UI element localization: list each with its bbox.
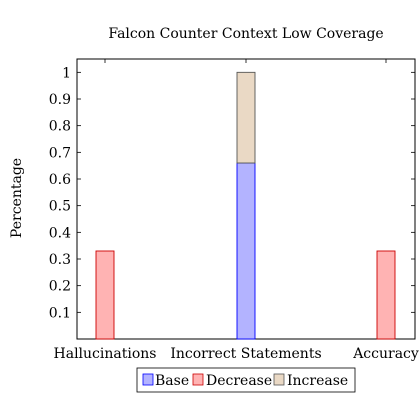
chart-title: Falcon Counter Context Low Coverage [108,26,383,42]
x-tick-label: Incorrect Statements [170,346,321,362]
y-tick-label: 0.6 [49,172,71,188]
y-tick-label: 0.7 [49,145,71,161]
legend-box [136,367,356,393]
legend-label-decrease: Decrease [206,373,272,389]
y-tick-label: 0.2 [49,279,71,295]
y-axis-label: Percentage [9,158,25,238]
y-tick-label: 1 [62,65,71,81]
x-tick-label: Accuracy [352,346,419,362]
plot-area: 0.1 0.2 0.3 0.4 0.5 0.6 0.7 0.8 0.9 1 Hallucinatio… [49,58,419,362]
bar-base [236,162,256,340]
legend-label-increase: Increase [287,373,348,389]
bar-decrease [95,250,115,340]
legend-swatch-base [142,373,154,386]
y-tick-label: 0.3 [49,252,71,268]
y-tick-label: 0.4 [49,225,71,241]
y-tick-label: 0.8 [49,119,71,135]
y-tick-label: 0.9 [49,92,71,108]
x-tick-label: Hallucinations [54,346,157,362]
y-tick-label: 0.5 [49,199,71,215]
y-tick-label: 0.1 [49,305,71,321]
legend-label-base: Base [155,373,189,389]
legend-swatch-increase [273,373,285,386]
legend: Base Decrease Increase [136,367,356,393]
legend-swatch-decrease [192,373,204,386]
bar-decrease [376,250,396,340]
bar-increase [236,71,256,164]
